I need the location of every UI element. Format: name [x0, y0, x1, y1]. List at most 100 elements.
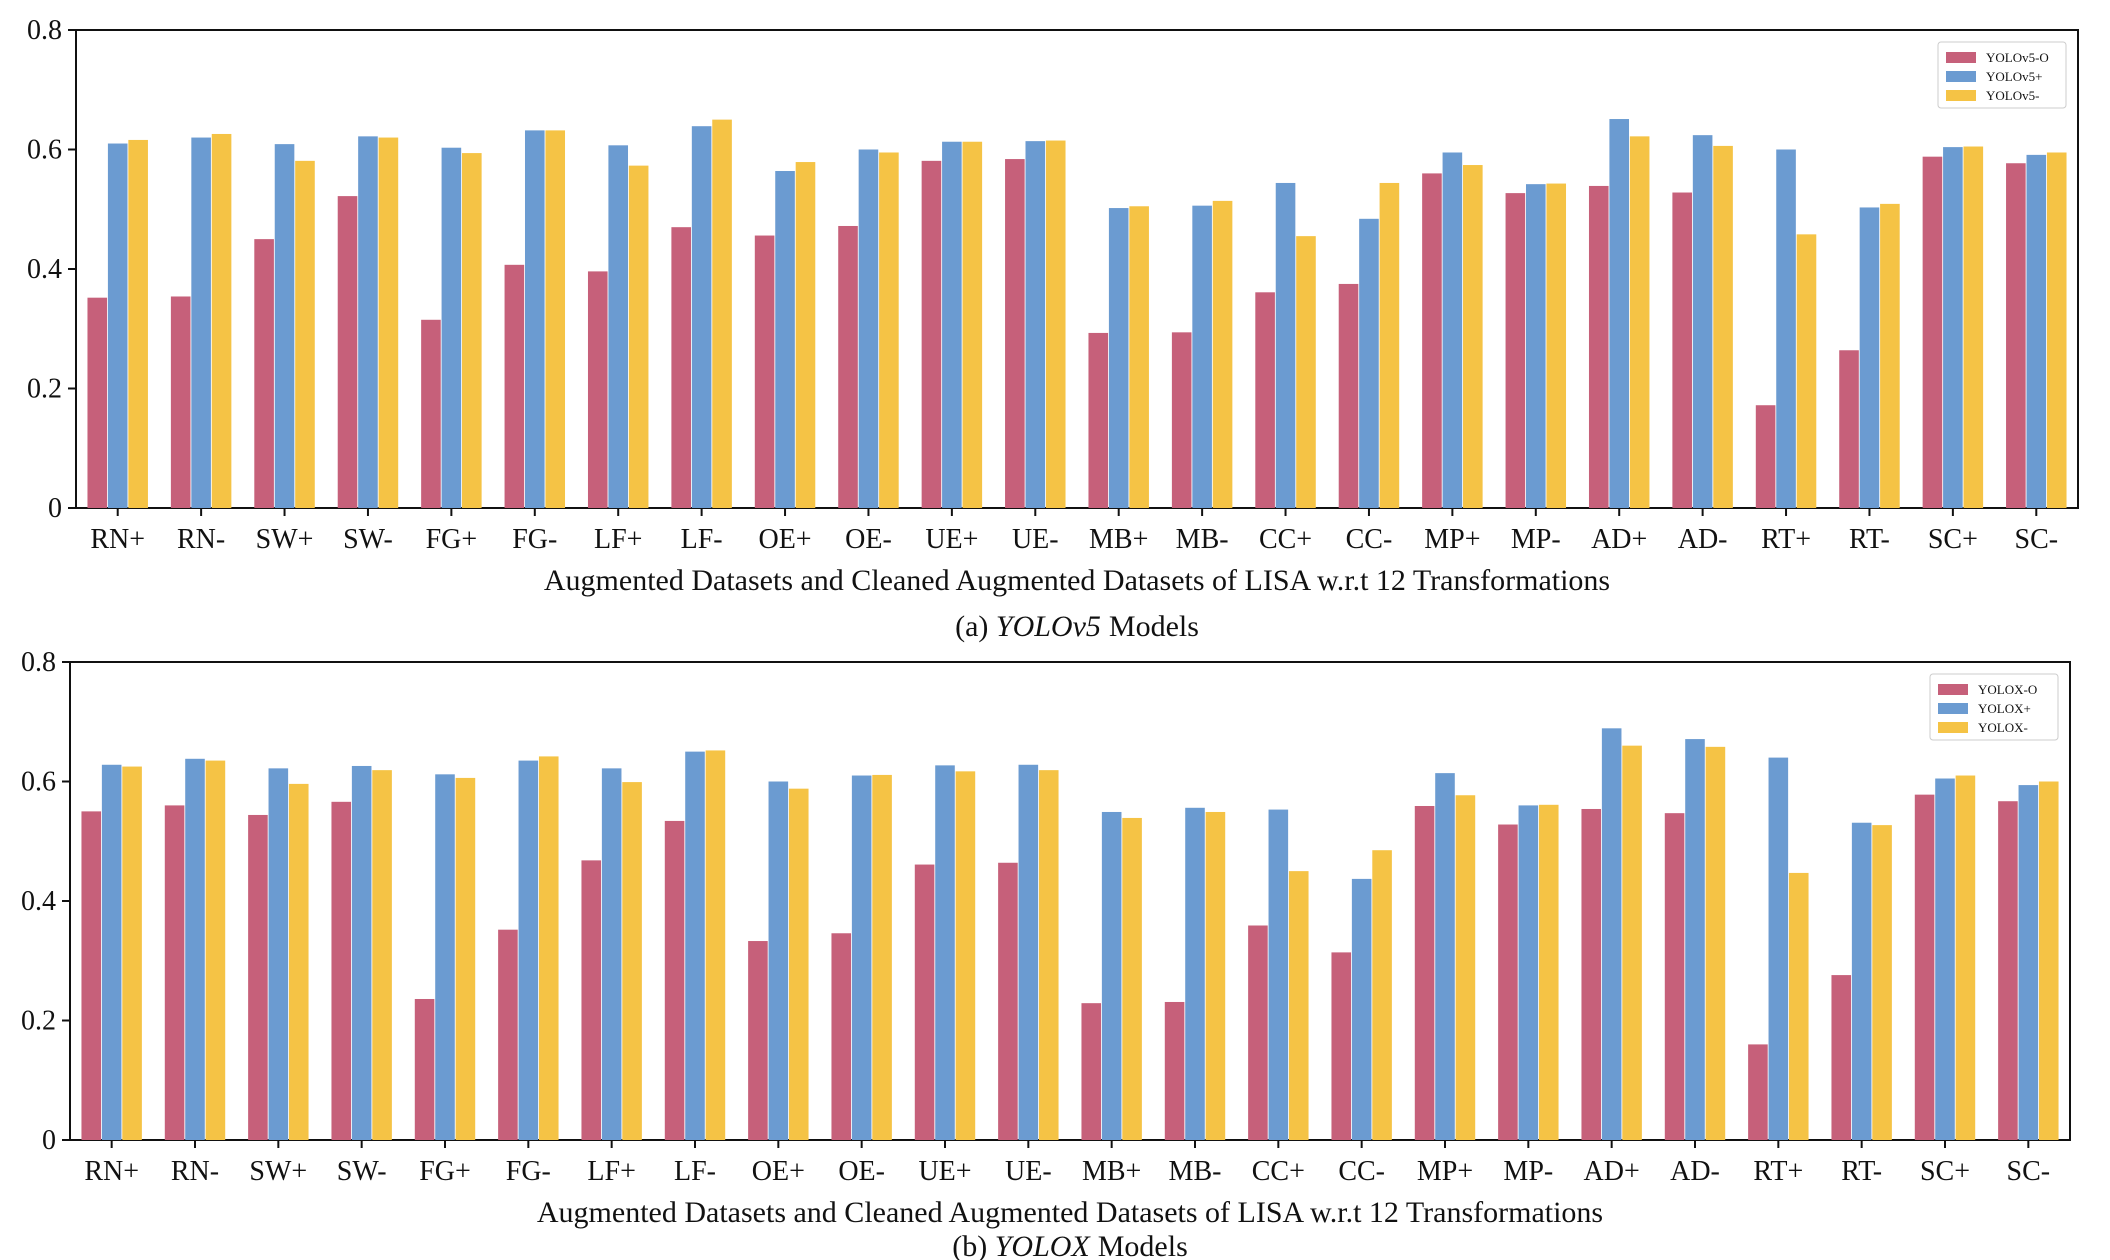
bar-yolov5-o-fg+	[421, 319, 441, 508]
bar-yolov5-o-oe-	[838, 225, 858, 509]
bar-yolox-o-sw-	[331, 801, 352, 1140]
bar-yolov5-o-lf+	[587, 271, 608, 508]
x-tick-label: UE-	[1005, 1156, 1052, 1187]
x-tick-label: MP+	[1424, 524, 1480, 555]
x-tick-label: RT+	[1753, 1156, 1803, 1187]
bar-yolox+-lf+	[601, 768, 622, 1140]
bar-yolox-o-rt+	[1748, 1044, 1768, 1140]
bar-yolox+-mp+	[1435, 773, 1455, 1140]
bar-yolox-o-fg+	[414, 998, 435, 1140]
bar-yolox--sc+	[1955, 775, 1976, 1140]
bar-yolov5--rt-	[1880, 203, 1900, 508]
bar-yolox+-sw+	[268, 768, 289, 1140]
x-tick-label: CC+	[1259, 524, 1312, 555]
x-tick-label: SC-	[2007, 1156, 2051, 1187]
bar-yolox-o-ue+	[914, 864, 935, 1140]
bar-yolov5+-ue+	[942, 141, 962, 509]
bar-yolox--fg-	[538, 756, 559, 1140]
bar-yolox-o-oe-	[831, 933, 852, 1140]
bar-yolox--rn-	[205, 760, 226, 1140]
bar-yolox-o-oe+	[748, 941, 768, 1140]
bar-yolov5--mp-	[1546, 183, 1567, 508]
x-tick-label: RN-	[171, 1156, 219, 1187]
y-tick-label: 0.2	[27, 374, 62, 405]
bar-yolox--cc-	[1372, 850, 1392, 1140]
legend-label: YOLOX+	[1978, 701, 2031, 716]
bar-yolox--oe+	[788, 788, 809, 1140]
legend-swatch	[1938, 684, 1968, 695]
bar-yolov5+-fg-	[524, 130, 545, 508]
bar-yolox+-cc+	[1268, 809, 1289, 1140]
bar-yolox+-rt-	[1851, 822, 1872, 1140]
bar-yolox+-sc+	[1935, 778, 1955, 1140]
x-axis-label: Augmented Datasets and Cleaned Augmented…	[537, 1196, 1603, 1229]
caption-model: YOLOv5	[996, 610, 1101, 643]
bar-yolox-o-mp-	[1498, 824, 1518, 1140]
bar-yolov5--cc-	[1379, 182, 1400, 508]
bar-yolox--rt+	[1788, 872, 1809, 1140]
y-tick-label: 0.2	[21, 1006, 56, 1037]
bar-yolox-o-cc+	[1248, 925, 1268, 1140]
caption-suffix: Models	[1109, 610, 1199, 643]
bar-yolov5--ad+	[1629, 136, 1650, 509]
bar-yolox-o-rn-	[164, 805, 185, 1140]
bar-yolov5-o-sw-	[337, 196, 358, 509]
bar-yolov5-o-mb+	[1088, 332, 1109, 508]
legend-swatch	[1946, 52, 1976, 63]
x-tick-label: MB+	[1082, 1156, 1141, 1187]
bar-yolox+-mb-	[1185, 807, 1205, 1140]
bar-yolox+-ad+	[1601, 728, 1622, 1140]
bar-yolov5-o-ad-	[1672, 192, 1692, 508]
x-tick-label: AD+	[1584, 1156, 1640, 1187]
x-tick-label: SW-	[343, 524, 393, 555]
bar-yolox+-rn-	[185, 758, 205, 1140]
x-tick-label: LF-	[674, 1156, 716, 1187]
legend-label: YOLOv5-	[1986, 88, 2039, 103]
bar-yolox+-ad-	[1685, 739, 1705, 1140]
bar-yolox-o-cc-	[1331, 952, 1352, 1140]
bar-yolov5+-rn-	[191, 137, 211, 509]
bar-yolox+-sw-	[351, 765, 372, 1140]
x-tick-label: MP+	[1417, 1156, 1473, 1187]
bar-yolov5+-oe+	[775, 171, 795, 508]
bar-yolox-o-ad-	[1664, 813, 1685, 1140]
bar-yolox-o-sc+	[1914, 794, 1935, 1140]
bar-yolox--rn+	[122, 766, 142, 1140]
x-tick-label: UE+	[925, 524, 978, 555]
bar-yolox--lf-	[705, 750, 726, 1140]
bar-yolov5+-sc+	[1943, 147, 1963, 509]
bar-yolov5-o-rn-	[170, 296, 191, 508]
bar-yolov5+-mb-	[1192, 205, 1212, 509]
bar-yolov5+-lf-	[691, 126, 712, 508]
bar-yolov5--mb-	[1212, 200, 1233, 508]
panel-yolov5: 0 0.2 0.4 0.6 0.8 RN+ RN- SW+ SW- FG+ FG- LF+ LF- OE+…	[27, 15, 2079, 643]
bar-yolox--mp+	[1455, 795, 1476, 1140]
bar-yolox+-oe+	[768, 781, 789, 1140]
x-tick-label: MB+	[1089, 524, 1148, 555]
legend-label: YOLOX-	[1978, 720, 2028, 735]
x-tick-label: LF-	[681, 524, 723, 555]
legend-label: YOLOv5+	[1986, 69, 2042, 84]
bar-yolox+-cc-	[1351, 878, 1372, 1140]
bar-yolov5-o-mp-	[1505, 193, 1526, 508]
legend-swatch	[1946, 90, 1976, 101]
bar-yolov5+-rt-	[1859, 207, 1880, 508]
bar-yolox--lf+	[622, 782, 642, 1140]
bar-yolov5-o-fg-	[504, 264, 525, 508]
x-tick-label: OE-	[838, 1156, 885, 1187]
bar-yolov5+-mp-	[1525, 184, 1546, 508]
x-tick-label: CC-	[1346, 524, 1393, 555]
y-tick-label: 0.8	[21, 647, 56, 678]
x-tick-label: UE+	[918, 1156, 971, 1187]
bar-yolox-o-sw+	[248, 814, 268, 1140]
bar-yolox+-sc-	[2018, 785, 2039, 1140]
bar-yolov5-o-rn+	[87, 297, 108, 508]
bar-yolox--ad+	[1622, 745, 1642, 1140]
x-tick-label: OE+	[752, 1156, 805, 1187]
bar-yolox--sc-	[2038, 781, 2059, 1140]
bar-yolox+-mb+	[1101, 811, 1122, 1140]
bar-yolov5-o-oe+	[754, 235, 775, 509]
bar-yolov5--lf-	[712, 119, 732, 508]
bar-yolov5+-ad+	[1609, 119, 1630, 508]
legend-label: YOLOX-O	[1978, 682, 2037, 697]
